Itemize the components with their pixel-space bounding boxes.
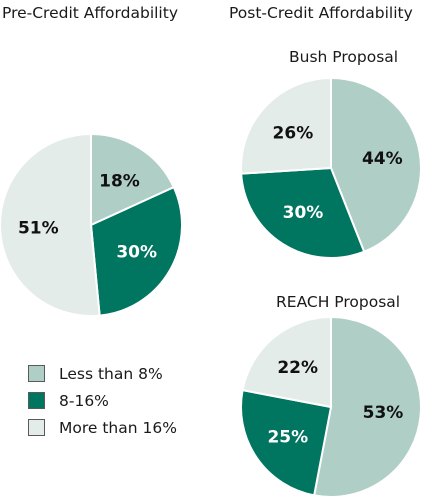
pie-chart-pre-credit: 18% 30% 51% xyxy=(0,132,184,317)
pre-credit-label-more-than-16: 51% xyxy=(18,219,59,239)
reach-label-more-than-16: 22% xyxy=(277,358,318,378)
pie-chart-reach-proposal: 53% 25% 22% xyxy=(240,315,422,498)
reach-label-8-16: 25% xyxy=(267,427,308,447)
pie-chart-bush-proposal: 44% 30% 26% xyxy=(240,76,422,259)
bush-slice-8-16 xyxy=(240,166,366,259)
reach-slice-less-than-8 xyxy=(312,315,422,498)
bush-slice-less-than-8 xyxy=(330,76,422,253)
pre-credit-slice-8-16 xyxy=(89,185,184,317)
legend-label: Less than 8% xyxy=(59,364,163,383)
legend-label: More than 16% xyxy=(59,418,177,437)
pre-credit-label-8-16: 30% xyxy=(116,242,157,262)
reach-label-less-than-8: 53% xyxy=(363,403,404,423)
pre-credit-title: Pre-Credit Affordability xyxy=(2,4,178,22)
reach-proposal-title: REACH Proposal xyxy=(276,293,401,311)
pre-credit-label-less-than-8: 18% xyxy=(99,172,140,192)
bush-slice-more-than-16 xyxy=(240,76,332,175)
legend: Less than 8% 8-16% More than 16% xyxy=(28,360,177,441)
pre-credit-slice-more-than-16 xyxy=(0,132,101,317)
reach-slice-more-than-16 xyxy=(241,315,332,409)
bush-label-more-than-16: 26% xyxy=(273,123,314,143)
legend-label: 8-16% xyxy=(59,391,109,410)
legend-swatch xyxy=(28,365,45,382)
bush-label-8-16: 30% xyxy=(283,203,324,223)
bush-proposal-title: Bush Proposal xyxy=(289,48,399,66)
bush-label-less-than-8: 44% xyxy=(362,149,403,169)
reach-slice-8-16 xyxy=(240,388,333,497)
pre-credit-slice-less-than-8 xyxy=(90,132,176,227)
post-credit-title: Post-Credit Affordability xyxy=(229,4,413,22)
legend-item-8-16: 8-16% xyxy=(28,387,177,414)
legend-swatch xyxy=(28,419,45,436)
legend-item-more-than-16: More than 16% xyxy=(28,414,177,441)
legend-item-less-than-8: Less than 8% xyxy=(28,360,177,387)
legend-swatch xyxy=(28,392,45,409)
